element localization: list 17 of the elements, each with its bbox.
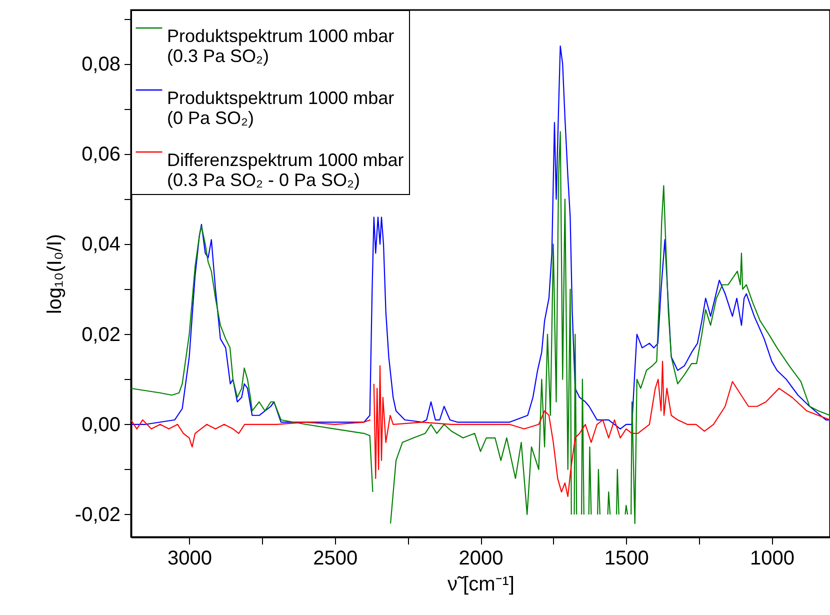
line-series	[131, 45, 830, 430]
y-tick-label: 0,02	[82, 324, 120, 346]
x-tick-label: 1500	[604, 548, 649, 570]
y-tick-label: 0,04	[82, 234, 120, 256]
x-tick-label: 2000	[458, 548, 504, 570]
legend-label: Produktspektrum 1000 mbar (0.3 Pa SO₂)	[167, 26, 394, 66]
x-tick-label: 1000	[750, 548, 794, 570]
y-tick-label: -0,02	[74, 504, 120, 526]
y-axis-title: log₁₀(I₀/I)	[44, 234, 66, 314]
x-tick-label: 3000	[168, 548, 212, 570]
legend-label: Differenzspektrum 1000 mbar (0.3 Pa SO₂ - 0 Pa SO₂)	[167, 150, 404, 190]
x-tick-label: 2500	[313, 548, 358, 570]
y-tick-label: 0,00	[82, 414, 120, 436]
y-tick-label: 0,06	[82, 144, 120, 166]
legend-label: Produktspektrum 1000 mbar (0 Pa SO₂)	[167, 88, 394, 128]
x-axis-title: ν̃ [cm⁻¹]	[448, 574, 514, 596]
y-tick-label: 0,08	[82, 54, 120, 76]
